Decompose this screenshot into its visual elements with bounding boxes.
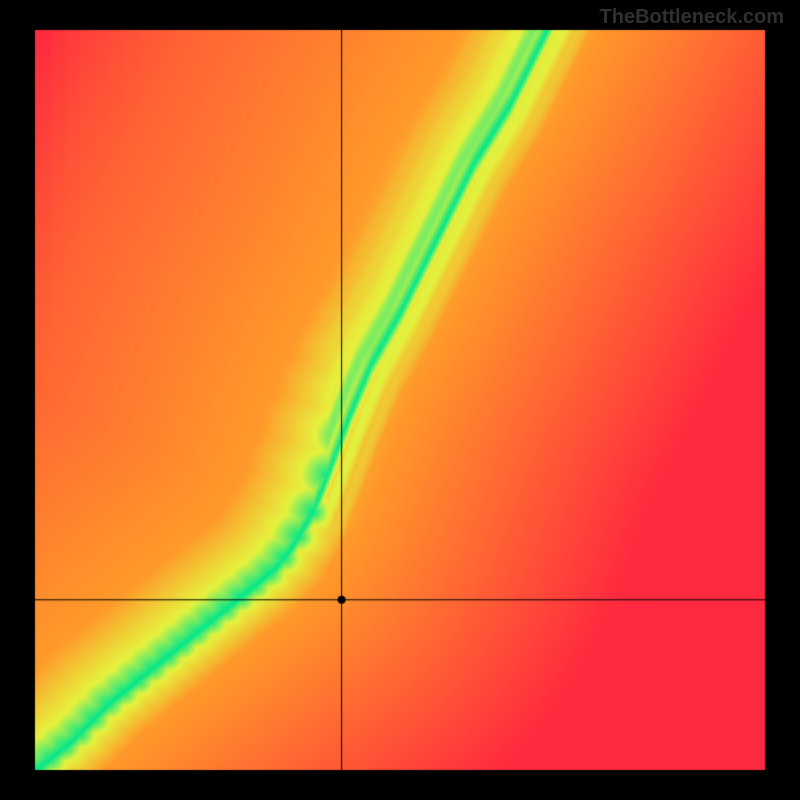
watermark-text: TheBottleneck.com [600, 6, 784, 29]
bottleneck-heatmap [0, 0, 800, 800]
chart-container: { "watermark": { "text": "TheBottleneck.… [0, 0, 800, 800]
